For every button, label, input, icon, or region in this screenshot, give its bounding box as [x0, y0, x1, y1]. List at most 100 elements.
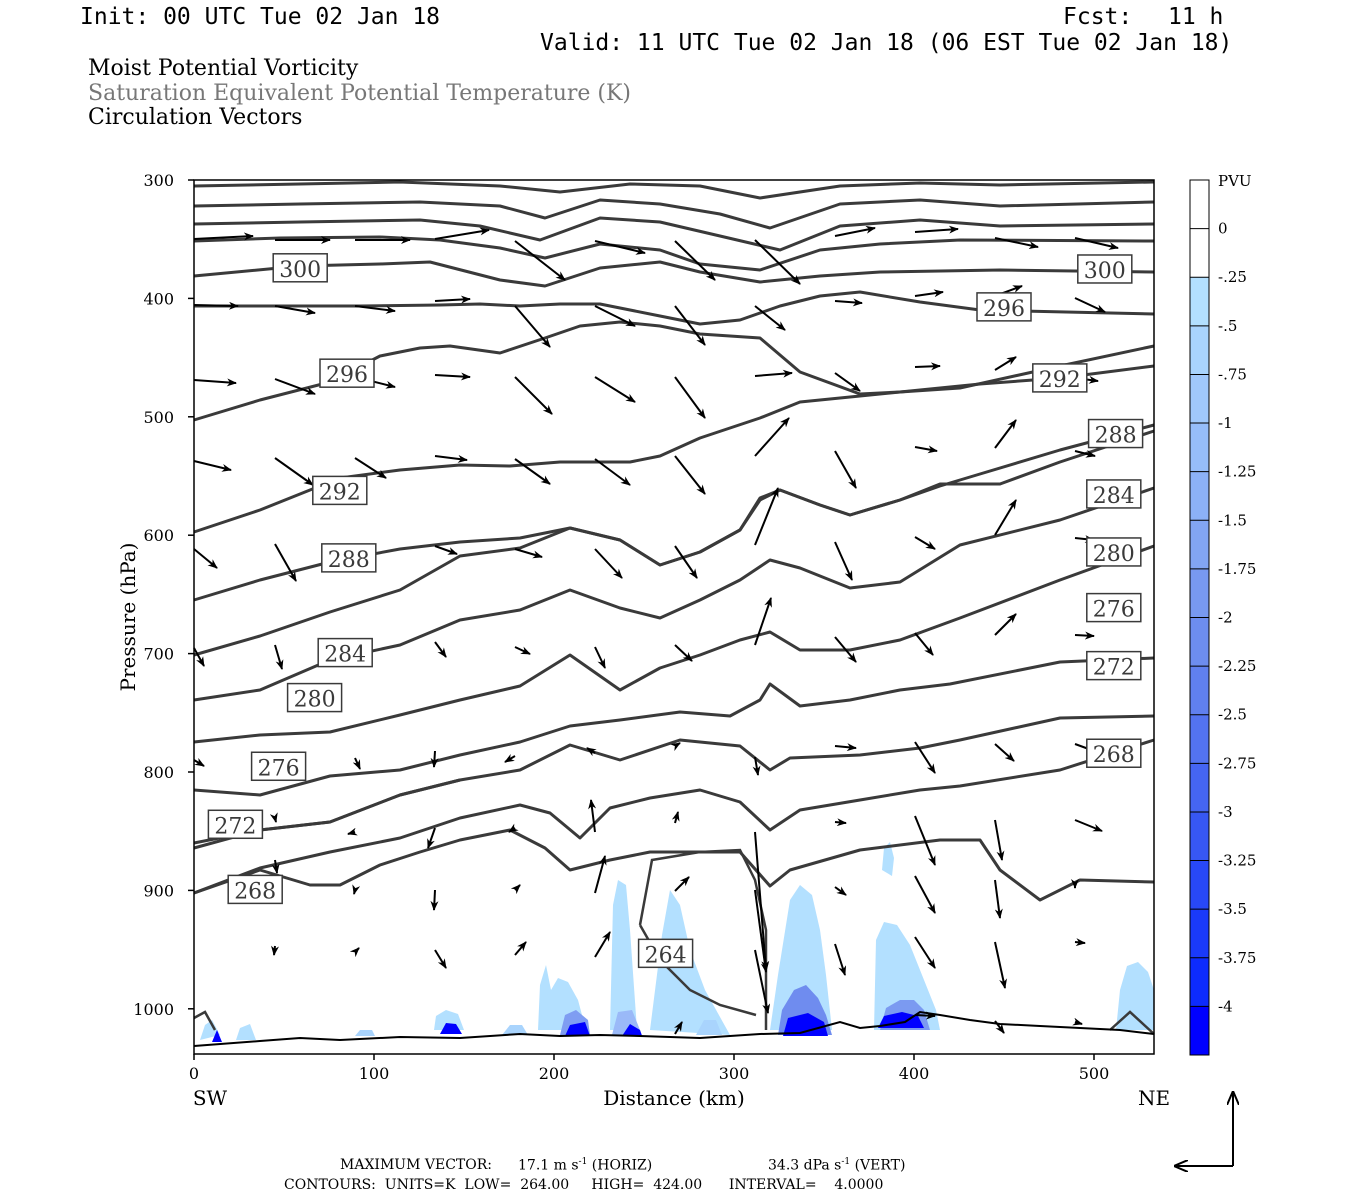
vector-88 [588, 799, 597, 833]
vector-17 [594, 305, 636, 327]
vector-46 [994, 419, 1017, 449]
contour-label-box-12 [1086, 592, 1142, 623]
endpoint-left: SW [193, 1086, 228, 1110]
contour-label-box-6 [1087, 418, 1144, 449]
vector-115 [994, 941, 1007, 989]
colorbar-label-6: -1.5 [1218, 511, 1247, 529]
vector-29 [594, 376, 636, 403]
vector-64 [514, 646, 531, 655]
colorbar-swatch-11 [1190, 714, 1209, 764]
contour-labels: 300 300 296 296 292 292 288 288 284 284 280 280 276 2… [207, 253, 1144, 968]
theta-es-contour-16 [193, 828, 1155, 902]
max-vector-horiz: 17.1 m s-1 (HORIZ) [518, 1157, 653, 1174]
vector-85 [347, 827, 358, 836]
vector-78 [670, 742, 681, 752]
colorbar-label-4: -1 [1218, 414, 1233, 432]
vector-30 [674, 376, 706, 419]
contour-label-9: 284 [324, 643, 366, 668]
vector-93 [994, 819, 1005, 861]
vector-33 [914, 362, 941, 371]
vector-92 [914, 815, 936, 866]
vector-36 [193, 460, 232, 472]
colorbar-label-14: -3.5 [1218, 900, 1247, 918]
vector-55 [754, 487, 779, 546]
theta-es-contour-2 [193, 216, 1155, 252]
vector-69 [914, 632, 934, 656]
circulation-vectors [193, 225, 1119, 1035]
vector-76 [504, 753, 516, 763]
vector-90 [754, 831, 770, 971]
colorbar-label-13: -3.25 [1218, 852, 1256, 870]
vector-99 [594, 855, 607, 894]
colorbar-swatch-12 [1190, 763, 1209, 813]
vector-70 [994, 613, 1017, 636]
theta-es-contour-3 [193, 235, 1155, 272]
colorbar-label-1: -.25 [1218, 268, 1247, 286]
contour-label-box-3 [319, 358, 375, 388]
y-tick-label-500: 500 [143, 408, 174, 427]
vector-100 [674, 876, 690, 892]
vector-47 [1074, 449, 1096, 458]
x-tick-label-0: 0 [189, 1064, 199, 1083]
colorbar-swatch-6 [1190, 471, 1209, 521]
pv-shade-light-3 [770, 885, 832, 1030]
vector-0 [193, 232, 254, 241]
vector-77 [586, 747, 597, 757]
theta-es-contour-14 [193, 738, 1155, 895]
contour-label-0: 300 [279, 258, 321, 283]
contour-label-box-0 [272, 253, 328, 283]
vector-27 [434, 372, 471, 381]
vector-120 [914, 1011, 936, 1020]
contour-label-3: 296 [326, 363, 368, 388]
vector-65 [594, 646, 606, 669]
vector-14 [354, 305, 396, 314]
valid-time: Valid: 11 UTC Tue 02 Jan 18 (06 EST Tue … [540, 30, 1233, 56]
vector-31 [754, 369, 793, 378]
contour-label-13: 276 [258, 756, 300, 781]
vector-118 [1072, 1017, 1083, 1026]
vector-89 [671, 811, 680, 824]
pv-shade-deep-1 [783, 1013, 828, 1036]
contour-label-11: 280 [294, 688, 336, 713]
vector-25 [274, 378, 316, 395]
colorbar-swatch-4 [1190, 374, 1209, 424]
colorbar-label-2: -.5 [1218, 317, 1237, 335]
contour-label-box-7 [321, 543, 377, 573]
vector-82 [994, 743, 1015, 762]
contour-label-box-8 [1086, 479, 1142, 509]
colorbar-swatch-15 [1190, 909, 1209, 959]
contour-label-box-9 [317, 637, 373, 668]
pv-shade-light-1 [610, 880, 637, 1030]
forecast-hour: 11 h [1168, 4, 1224, 30]
vector-39 [434, 454, 468, 463]
vector-41 [594, 458, 631, 486]
x-tick-label-200: 200 [539, 1064, 570, 1083]
theta-es-contour-9 [193, 429, 1155, 657]
vector-15 [434, 295, 471, 304]
colorbar-swatch-2 [1190, 277, 1209, 327]
colorbar-unit: PVU [1218, 172, 1252, 190]
pv-shade-deep-5 [212, 1030, 222, 1042]
colorbar-label-8: -2 [1218, 609, 1233, 627]
vector-52 [514, 548, 543, 559]
vector-42 [674, 455, 706, 495]
colorbar-swatch-0 [1190, 180, 1209, 230]
vector-12 [193, 301, 239, 310]
contour-label-box-11 [286, 682, 343, 713]
contour-label-box-16 [1086, 738, 1142, 768]
vector-108 [434, 949, 447, 969]
colorbar-label-0: 0 [1218, 220, 1228, 238]
field-title-pv: Moist Potential Vorticity [88, 56, 359, 81]
pv-shade-light-4 [874, 922, 940, 1030]
contour-label-box-13 [250, 751, 307, 782]
vector-94 [1074, 819, 1103, 832]
vector-21 [914, 289, 944, 298]
y-tick-label-400: 400 [143, 289, 174, 308]
vector-81 [914, 741, 936, 774]
contour-label-box-4 [1032, 363, 1088, 393]
x-tick-label-400: 400 [899, 1064, 930, 1083]
vector-38 [354, 457, 387, 479]
colorbar-swatch-16 [1190, 957, 1209, 1007]
vector-104 [994, 879, 1003, 919]
